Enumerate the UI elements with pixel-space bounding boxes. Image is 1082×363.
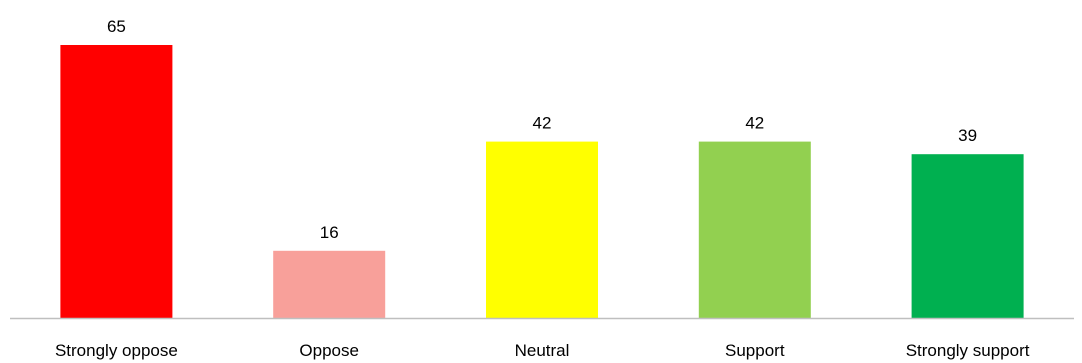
value-label-strongly-support: 39 bbox=[958, 126, 977, 145]
bar-strongly-oppose bbox=[60, 45, 173, 318]
value-label-support: 42 bbox=[745, 114, 764, 133]
category-label-oppose: Oppose bbox=[299, 341, 359, 360]
category-label-strongly-oppose: Strongly oppose bbox=[55, 341, 178, 360]
bar-support bbox=[698, 141, 811, 318]
category-label-strongly-support: Strongly support bbox=[906, 341, 1030, 360]
value-label-neutral: 42 bbox=[533, 114, 552, 133]
bars-group bbox=[60, 45, 1024, 318]
value-labels-group: 65 16 42 42 39 bbox=[107, 17, 977, 242]
category-label-support: Support bbox=[725, 341, 785, 360]
category-label-neutral: Neutral bbox=[515, 341, 570, 360]
category-labels-group: Strongly oppose Oppose Neutral Support Stron… bbox=[55, 341, 1030, 360]
bar-strongly-support bbox=[911, 154, 1024, 318]
value-label-oppose: 16 bbox=[320, 223, 339, 242]
value-label-strongly-oppose: 65 bbox=[107, 17, 126, 36]
bar-oppose bbox=[273, 250, 386, 318]
bar-neutral bbox=[486, 141, 598, 318]
